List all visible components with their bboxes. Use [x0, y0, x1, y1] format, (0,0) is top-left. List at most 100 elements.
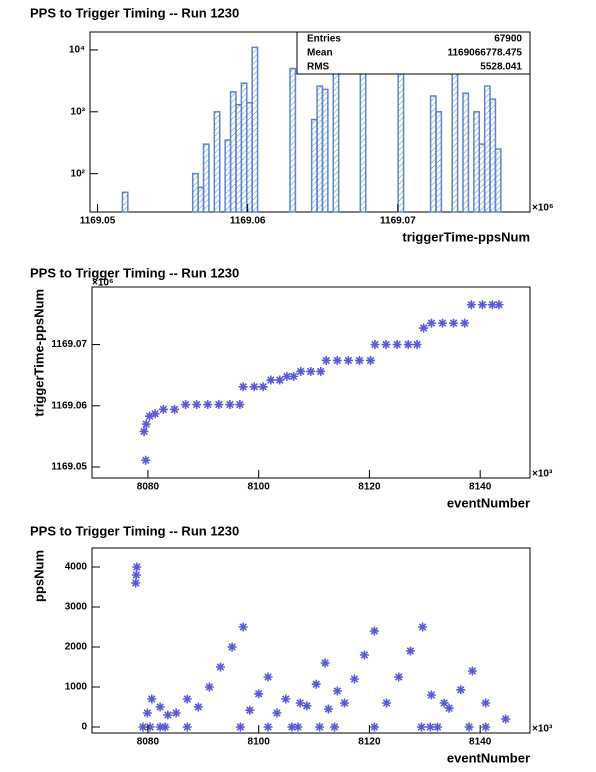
histogram-bar	[310, 118, 318, 213]
histogram-bar	[197, 186, 205, 213]
scatter-point	[369, 722, 379, 732]
scatter-point	[366, 355, 376, 365]
x-tick-label: 8120	[358, 737, 381, 748]
x-axis-label: eventNumber	[447, 750, 530, 765]
stats-value: 67900	[494, 34, 522, 45]
stats-label: Entries	[307, 34, 341, 45]
scatter-point	[449, 318, 459, 328]
scatter-point	[340, 698, 350, 708]
scatter-point	[433, 722, 443, 732]
histogram-bar	[235, 104, 243, 213]
scatter-point	[382, 698, 392, 708]
scatter-point	[132, 562, 142, 572]
scatter-point	[418, 622, 428, 632]
y-tick-label: 1169.05	[51, 462, 87, 473]
scatter-point	[289, 371, 299, 381]
scatter-point	[249, 382, 259, 392]
y-tick-label: 2000	[65, 642, 88, 653]
x-tick-label: 1169.05	[80, 216, 116, 227]
histogram-bar	[202, 143, 210, 213]
scatter-point	[381, 340, 391, 350]
x-multiplier: ×10³	[532, 469, 553, 480]
scatter-point	[295, 698, 305, 708]
scatter-point	[171, 708, 181, 718]
scatter-point	[293, 722, 303, 732]
y-axis-label: triggerTime-ppsNum	[31, 289, 46, 417]
scatter-point	[466, 300, 476, 310]
stats-value: 1169066778.475	[447, 48, 522, 59]
y-tick-label: 10⁴	[69, 45, 85, 56]
scatter-point	[481, 722, 491, 732]
chart-title: PPS to Trigger Timing -- Run 1230	[30, 523, 239, 538]
x-multiplier: ×10⁶	[532, 203, 554, 214]
y-tick-label: 1169.07	[51, 339, 87, 350]
scatter-point	[460, 318, 470, 328]
scatter-point	[467, 666, 477, 676]
histogram-bar	[435, 111, 443, 213]
scatter-point	[145, 722, 155, 732]
scatter-point	[481, 698, 491, 708]
x-axis-label: triggerTime-ppsNum	[402, 229, 530, 244]
x-tick-label: 8120	[358, 482, 381, 493]
x-tick-label: 8140	[469, 482, 492, 493]
scatter-point	[131, 570, 141, 580]
scatter-point	[323, 704, 333, 714]
scatter-point	[141, 455, 151, 465]
y-tick-label: 1169.06	[51, 400, 87, 411]
scatter-point	[160, 722, 170, 732]
chart-title: PPS to Trigger Timing -- Run 1230	[30, 5, 239, 20]
scatter-point	[332, 686, 342, 696]
y-tick-label: 10³	[71, 106, 86, 117]
scatter-point	[181, 400, 191, 410]
scatter-point	[438, 318, 448, 328]
scatter-point	[170, 404, 180, 414]
scatter-point	[359, 650, 369, 660]
x-multiplier: ×10³	[532, 724, 553, 735]
scatter-point	[426, 318, 436, 328]
scatter-point	[227, 642, 237, 652]
scatter-point	[214, 400, 224, 410]
scatter-point	[158, 404, 168, 414]
scatter-point	[306, 366, 316, 376]
scatter-point	[403, 340, 413, 350]
scatter-point	[235, 722, 245, 732]
scatter-point	[426, 690, 436, 700]
scatter-point	[131, 578, 141, 588]
plot-frame	[91, 547, 531, 734]
scatter-point	[394, 672, 404, 682]
scatter-point	[369, 626, 379, 636]
histogram-bar	[397, 52, 405, 213]
scatter-point	[150, 409, 160, 419]
scatter-point	[282, 371, 292, 381]
histogram-bar	[451, 71, 459, 213]
histogram-bar	[483, 85, 491, 213]
x-axis-label: eventNumber	[447, 495, 530, 510]
scatter-point	[238, 622, 248, 632]
y-tick-label: 1000	[65, 682, 88, 693]
x-tick-label: 8080	[137, 482, 160, 493]
y-tick-label: 0	[81, 722, 87, 733]
scatter-point	[302, 701, 312, 711]
scatter-point	[405, 646, 415, 656]
scatter-point	[425, 722, 435, 732]
x-tick-label: 8140	[469, 737, 492, 748]
histogram-bar	[462, 92, 470, 213]
scatter-point	[412, 340, 422, 350]
scatter-point	[320, 658, 330, 668]
scatter-point	[147, 694, 157, 704]
scatter-point	[343, 355, 353, 365]
scatter-point	[494, 300, 504, 310]
scatter-point	[145, 411, 155, 421]
scatter-point	[392, 340, 402, 350]
scatter-point	[254, 689, 264, 699]
scatter-point	[439, 698, 449, 708]
scatter-point	[258, 382, 268, 392]
scatter-point	[142, 708, 152, 718]
histogram-bar	[213, 111, 221, 213]
scatter-point	[272, 708, 282, 718]
scatter-point	[235, 400, 245, 410]
histogram-bar	[429, 95, 437, 213]
y-tick-label: 10²	[71, 168, 86, 179]
scatter-point	[370, 340, 380, 350]
histogram-bar	[494, 148, 502, 213]
